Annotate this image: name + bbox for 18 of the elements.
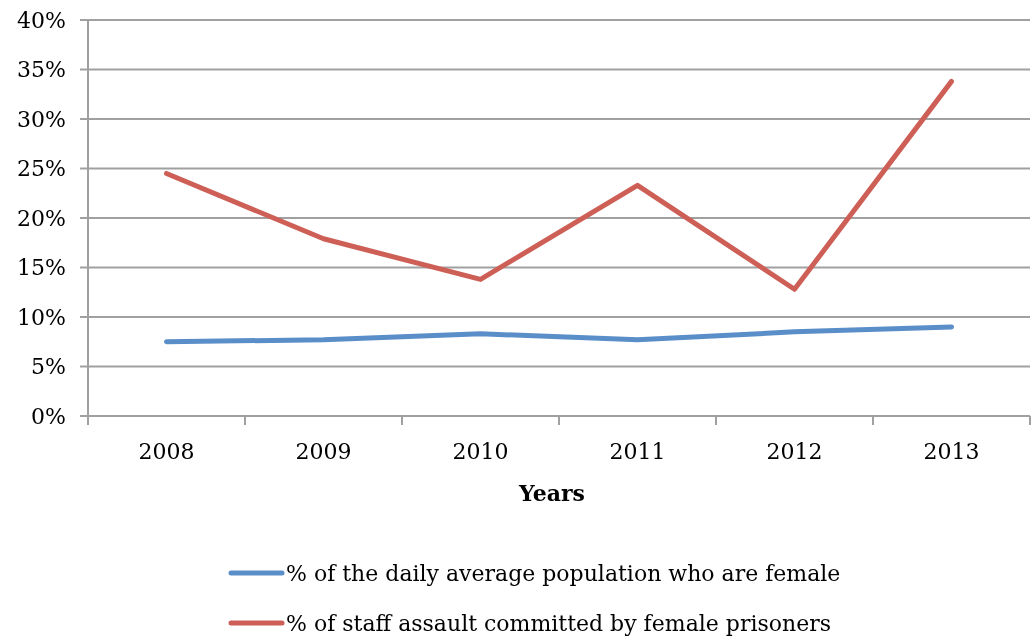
x-tick-label: 2010	[452, 439, 509, 464]
x-tick-label: 2009	[295, 439, 352, 464]
x-tick-label: 2008	[138, 439, 195, 464]
y-tick-label: 5%	[31, 354, 66, 380]
y-tick-label: 20%	[17, 205, 66, 231]
y-tick-label: 40%	[17, 7, 66, 33]
y-tick-label: 35%	[17, 57, 66, 83]
x-tick-label: 2011	[609, 439, 666, 464]
y-tick-label: 0%	[31, 403, 66, 429]
y-tick-label: 25%	[17, 156, 66, 182]
y-tick-label: 30%	[17, 106, 66, 132]
legend-label: % of the daily average population who are female	[286, 560, 841, 586]
y-tick-label: 15%	[17, 255, 66, 281]
x-tick-label: 2013	[923, 439, 980, 464]
y-tick-label: 10%	[17, 304, 66, 330]
x-axis-title: Years	[517, 480, 586, 506]
legend-label: % of staff assault committed by female prisoners	[286, 610, 831, 636]
x-tick-label: 2012	[766, 439, 823, 464]
